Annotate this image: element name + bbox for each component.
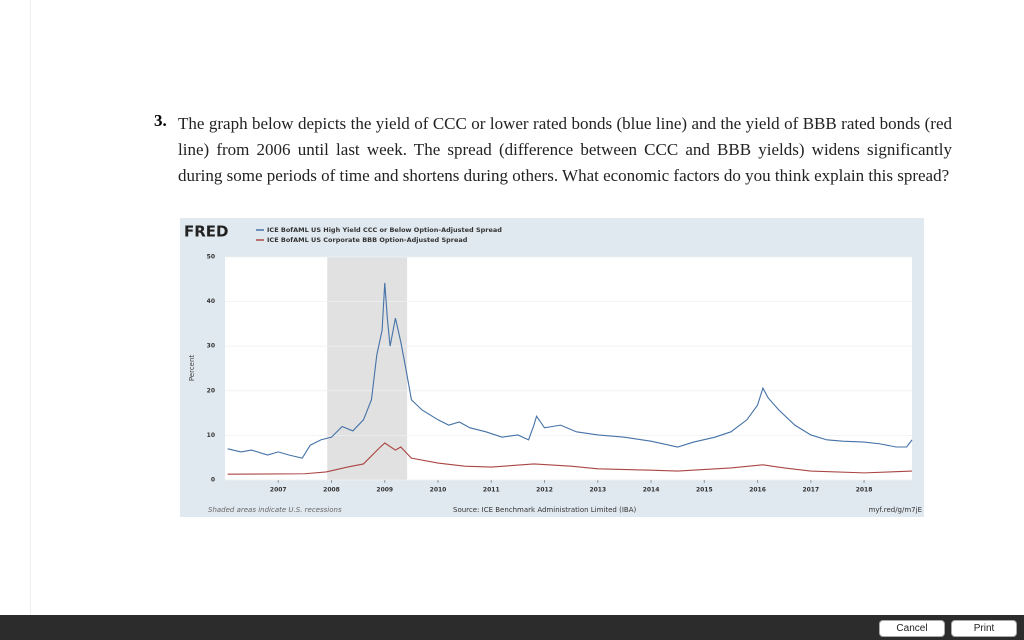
- x-tick-label: 2018: [856, 487, 873, 494]
- x-tick-label: 2017: [802, 487, 819, 494]
- y-tick-label: 40: [207, 298, 215, 305]
- legend-label: ICE BofAML US High Yield CCC or Below Op…: [267, 226, 502, 234]
- note: Shaded areas indicate U.S. recessions: [208, 506, 342, 514]
- logo: FRED: [184, 223, 229, 241]
- cancel-button[interactable]: Cancel: [879, 620, 945, 637]
- x-tick-label: 2014: [643, 487, 660, 494]
- x-tick-label: 2016: [749, 487, 766, 494]
- series-line: [227, 442, 913, 475]
- y-tick-label: 30: [207, 343, 215, 350]
- x-tick-label: 2007: [270, 487, 287, 494]
- bottom-bar: Cancel Print: [0, 615, 1024, 640]
- y-axis-label: Percent: [188, 355, 196, 382]
- legend-label: ICE BofAML US Corporate BBB Option-Adjus…: [267, 236, 468, 244]
- x-tick-label: 2008: [323, 487, 340, 494]
- chart: FRED Percent Shaded areas indicate U.S. …: [180, 218, 924, 517]
- page-edge: [30, 0, 31, 615]
- y-tick-label: 0: [211, 477, 215, 484]
- x-tick-label: 2009: [376, 487, 393, 494]
- x-tick-label: 2010: [430, 487, 447, 494]
- link: myf.red/g/m7jE: [869, 506, 922, 514]
- series-line: [227, 282, 913, 459]
- y-tick-label: 50: [207, 254, 215, 261]
- x-tick-label: 2012: [536, 487, 553, 494]
- y-tick-label: 20: [207, 387, 215, 394]
- y-tick-label: 10: [207, 432, 215, 439]
- x-tick-label: 2015: [696, 487, 713, 494]
- x-tick-label: 2011: [483, 487, 500, 494]
- question-text: The graph below depicts the yield of CCC…: [178, 114, 952, 185]
- source: Source: ICE Benchmark Administration Lim…: [453, 506, 636, 514]
- x-tick-label: 2013: [589, 487, 606, 494]
- print-button[interactable]: Print: [951, 620, 1017, 637]
- question-number: 3.: [154, 111, 167, 130]
- recession-shade: [327, 257, 408, 480]
